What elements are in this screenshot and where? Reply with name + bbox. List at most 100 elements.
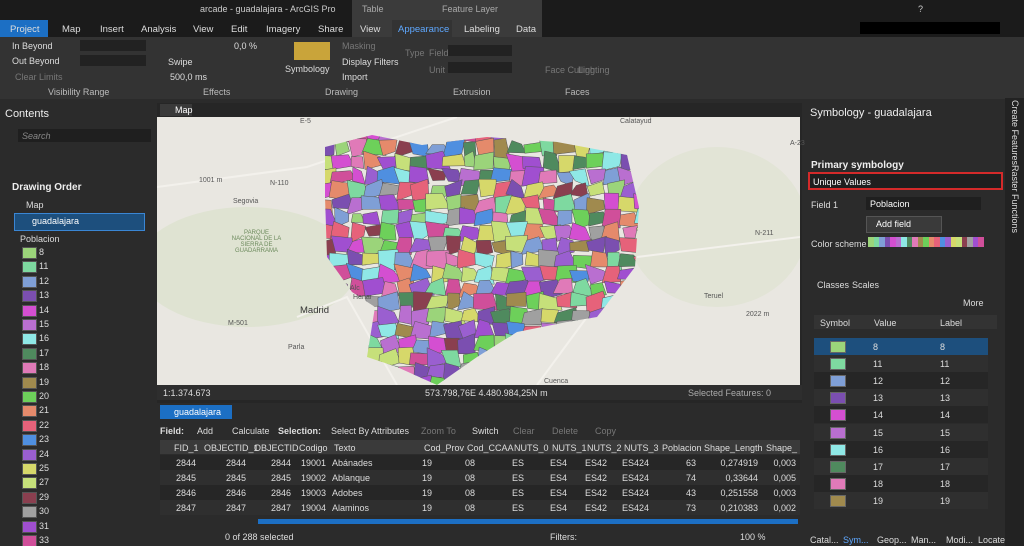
map-place-label: E-5: [300, 118, 311, 125]
label[interactable]: guadalajara: [174, 407, 222, 417]
bottom-tab[interactable]: Catal...: [810, 535, 839, 545]
table-cell: 2845: [270, 473, 291, 483]
ribbon-control[interactable]: Display Filters: [342, 57, 399, 67]
polygon-cell: [489, 167, 513, 183]
polygon-cell: [398, 305, 413, 325]
label: 8: [873, 342, 879, 352]
column-header: Poblacion: [662, 443, 702, 453]
dropdown: [448, 45, 512, 56]
ribbon-tab[interactable]: Map: [62, 24, 81, 35]
ribbon-control[interactable]: In Beyond: [12, 41, 53, 51]
sub-tab[interactable]: Scales: [852, 280, 880, 290]
ribbon-tab[interactable]: Share: [318, 24, 344, 35]
ribbon-control[interactable]: Lighting: [578, 65, 610, 75]
polygon-cell: [478, 178, 497, 198]
table-cell: ES: [512, 488, 525, 498]
ribbon-control[interactable]: Import: [342, 72, 368, 82]
ribbon-control[interactable]: Unit: [429, 65, 446, 75]
ribbon-tab[interactable]: Appearance: [398, 24, 450, 35]
map-status-bar: [157, 385, 802, 400]
table-cell: ES4: [550, 503, 568, 513]
label[interactable]: Add field: [876, 219, 912, 229]
legend-label: 18: [39, 362, 50, 373]
table-tool: Copy: [595, 426, 617, 436]
ribbon-control[interactable]: Clear Limits: [15, 72, 63, 82]
table-cell: ES42: [585, 488, 608, 498]
active-tab: [392, 20, 452, 37]
table-cell: 0,210383: [720, 503, 758, 513]
ribbon-tab[interactable]: Project: [10, 24, 40, 35]
polygon-cell: [622, 225, 638, 239]
table-tool[interactable]: Add: [197, 426, 214, 436]
table-tool[interactable]: Select By Attributes: [331, 426, 410, 436]
bottom-tab[interactable]: Modi...: [946, 535, 974, 545]
column-header: Shape_: [766, 443, 798, 453]
label: Color scheme: [811, 239, 867, 249]
ribbon-tab[interactable]: Edit: [231, 24, 248, 35]
bottom-tab[interactable]: Sym...: [843, 535, 869, 545]
ribbon-control[interactable]: Masking: [342, 41, 376, 51]
label[interactable]: Poblacion: [870, 199, 910, 209]
table-cell: 2845: [175, 473, 196, 483]
ribbon-control[interactable]: 500,0 ms: [170, 72, 208, 82]
table-tool[interactable]: Switch: [472, 426, 499, 436]
label: 13: [940, 393, 951, 404]
ribbon-control[interactable]: 0,0 %: [234, 41, 258, 51]
table-cell: 2844: [270, 458, 291, 468]
table-tool[interactable]: Field:: [160, 426, 184, 436]
label[interactable]: Map: [175, 105, 193, 115]
ribbon-tab[interactable]: View: [360, 24, 381, 35]
bottom-tab[interactable]: Locate: [978, 535, 1006, 545]
color-ramp-swatch: [868, 237, 874, 247]
ribbon-control[interactable]: Face Culling: [545, 65, 596, 75]
legend-swatch: [22, 319, 37, 331]
ribbon-tab[interactable]: Analysis: [141, 24, 177, 35]
selected-layer: [14, 213, 145, 231]
class-swatch: [830, 443, 846, 456]
side-tab[interactable]: Create Features: [1010, 100, 1020, 166]
legend-label: 23: [39, 434, 50, 445]
table-tool[interactable]: Selection:: [278, 426, 322, 436]
project-tab: [0, 20, 48, 37]
symbology-icon: [294, 42, 330, 60]
bottom-tab[interactable]: Geop...: [877, 535, 907, 545]
label: Drawing Order: [12, 182, 82, 193]
ribbon-control[interactable]: Out Beyond: [12, 56, 60, 66]
ribbon-tab[interactable]: Data: [516, 24, 537, 35]
map-place-label: Calatayud: [620, 118, 652, 125]
ribbon-control[interactable]: Type: [405, 48, 425, 58]
ribbon-tab[interactable]: View: [193, 24, 214, 35]
bottom-tab[interactable]: Man...: [911, 535, 937, 545]
map-place-label: M-501: [228, 320, 248, 327]
polygon-cell: [378, 221, 397, 241]
map-canvas: [157, 117, 800, 385]
sub-tab[interactable]: Classes: [817, 280, 850, 290]
ribbon-tab[interactable]: Insert: [100, 24, 124, 35]
table-cell: Adobes: [332, 488, 363, 498]
label[interactable]: Unique Values: [813, 177, 871, 187]
label[interactable]: More: [963, 298, 984, 308]
side-tab[interactable]: Raster Functions: [1010, 165, 1020, 234]
ribbon-control[interactable]: Field: [429, 48, 449, 58]
class-swatch: [830, 375, 846, 388]
ribbon-tab[interactable]: Labeling: [464, 24, 500, 35]
color-ramp-swatch: [978, 237, 984, 247]
color-ramp-swatch: [967, 237, 973, 247]
color-ramp-swatch: [945, 237, 951, 247]
label: 12: [873, 376, 884, 387]
table-cell: 0,274919: [720, 458, 758, 468]
table-cell: 19: [422, 473, 433, 483]
legend-label: 19: [39, 376, 50, 387]
table-row: [160, 485, 800, 500]
polygon-cell: [350, 156, 365, 169]
ribbon-control[interactable]: Symbology: [285, 64, 330, 74]
table-tool[interactable]: Calculate: [232, 426, 270, 436]
color-ramp-swatch: [956, 237, 962, 247]
ribbon-tab[interactable]: Imagery: [266, 24, 301, 35]
ribbon-control[interactable]: Swipe: [168, 57, 193, 67]
legend-swatch: [22, 333, 37, 346]
color-ramp-swatch: [934, 237, 940, 247]
column-header: Codigo: [299, 443, 328, 453]
label: Table: [362, 4, 384, 14]
label: Poblacion: [20, 234, 60, 244]
